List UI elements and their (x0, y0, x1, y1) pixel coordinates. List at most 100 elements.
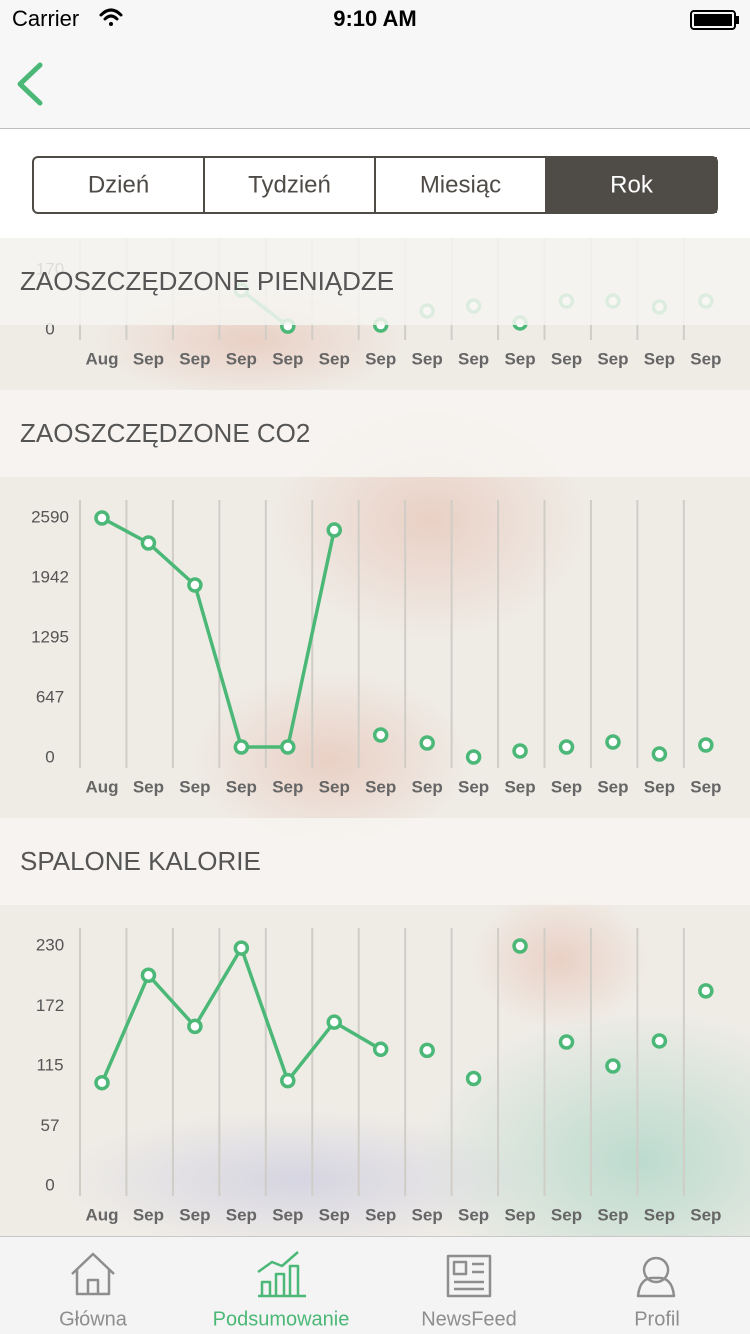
y-tick-label: 0 (45, 319, 54, 338)
x-tick-label: Sep (504, 349, 535, 368)
section-title: ZAOSZCZĘDZONE PIENIĄDZE (20, 266, 394, 296)
x-tick-label: Sep (551, 1205, 582, 1224)
data-point (94, 1074, 110, 1091)
x-tick-label: Sep (644, 777, 675, 796)
data-point (140, 535, 157, 551)
segment-label[interactable]: Miesiąc (420, 171, 501, 198)
section-header (0, 238, 750, 325)
data-point (94, 510, 110, 526)
section-headers: ZAOSZCZĘDZONE PIENIĄDZE ZAOSZCZĘDZONE CO2… (0, 238, 750, 905)
segment-label[interactable]: Dzień (88, 171, 149, 198)
data-point (419, 1042, 435, 1059)
x-tick-label: Sep (226, 349, 257, 368)
x-tick-label: Sep (179, 1205, 210, 1224)
x-tick-label: Sep (179, 777, 210, 796)
x-tick-label: Sep (412, 1205, 443, 1224)
x-tick-label: Sep (179, 349, 210, 368)
data-point (465, 749, 482, 765)
battery-icon (690, 10, 739, 30)
y-tick-label: 115 (36, 1055, 63, 1074)
y-tick-label: 57 (41, 1116, 60, 1135)
tabs: Główna Podsumowanie NewsFeed Profil (59, 1251, 680, 1330)
x-tick-label: Sep (412, 777, 443, 796)
data-point (372, 727, 389, 743)
x-tick-label: Sep (597, 1205, 628, 1224)
segment-label[interactable]: Tydzień (248, 171, 331, 198)
data-point (187, 1018, 203, 1035)
data-point (698, 737, 714, 753)
tab-icon[interactable] (446, 1254, 492, 1298)
data-point (512, 743, 528, 759)
x-tick-label: Sep (365, 777, 396, 796)
data-point (140, 967, 157, 983)
data-point (558, 1034, 575, 1050)
back-button[interactable] (17, 62, 43, 106)
data-point (233, 739, 250, 755)
x-tick-label: Sep (458, 349, 489, 368)
tab-icon[interactable] (636, 1256, 676, 1298)
segment[interactable] (204, 157, 375, 213)
x-tick-label: Sep (133, 1205, 164, 1224)
tab-label[interactable]: Profil (634, 1308, 680, 1330)
y-tick-label: 2590 (31, 507, 69, 526)
section-title: ZAOSZCZĘDZONE CO2 (20, 418, 310, 448)
data-point (326, 522, 342, 538)
chart: Aug Sep Sep Sep Sep Sep Sep Sep Sep Sep Sep Sep Sep S… (36, 928, 721, 1224)
x-tick-label: Sep (272, 1205, 303, 1224)
clock: 9:10 AM (333, 6, 417, 31)
segment-label[interactable]: Rok (610, 171, 654, 198)
tab-icon[interactable] (257, 1251, 306, 1298)
wifi-icon (99, 8, 123, 26)
blur-photo (60, 280, 750, 1236)
data-point (419, 735, 435, 751)
nav-bar (0, 0, 750, 128)
y-tick-label: 1942 (31, 568, 69, 587)
data-point (605, 1058, 621, 1074)
x-tick-label: Sep (226, 777, 257, 796)
segment[interactable] (546, 157, 717, 213)
data-point (187, 577, 203, 593)
x-tick-label: Aug (85, 349, 118, 368)
y-tick-label: 230 (36, 935, 64, 954)
section-title: SPALONE KALORIE (20, 846, 261, 876)
y-tick-label: 172 (36, 996, 64, 1015)
x-tick-label: Sep (690, 349, 721, 368)
segment-border (32, 156, 718, 214)
x-tick-label: Sep (597, 349, 628, 368)
x-tick-label: Sep (644, 349, 675, 368)
x-tick-label: Sep (272, 349, 303, 368)
data-point (280, 1072, 296, 1089)
carrier: Carrier (12, 6, 79, 31)
x-tick-label: Sep (365, 349, 396, 368)
x-tick-label: Sep (458, 777, 489, 796)
data-point (512, 938, 528, 954)
x-tick-label: Aug (85, 777, 118, 796)
tab-label[interactable]: Podsumowanie (213, 1308, 350, 1330)
x-tick-label: Sep (504, 777, 535, 796)
data-point (651, 1033, 668, 1049)
x-tick-label: Sep (365, 1205, 396, 1224)
data-point (605, 734, 621, 750)
data-point (280, 739, 296, 755)
segment[interactable] (375, 157, 546, 213)
tab-label[interactable]: NewsFeed (421, 1308, 517, 1330)
tab-label[interactable]: Główna (59, 1308, 128, 1330)
x-tick-label: Sep (551, 777, 582, 796)
y-tick-label: 0 (45, 747, 54, 766)
x-tick-label: Sep (597, 777, 628, 796)
series-line (101, 516, 336, 749)
x-tick-label: Sep (319, 349, 350, 368)
y-tick-label: 0 (45, 1175, 54, 1194)
x-tick-label: Sep (133, 349, 164, 368)
x-tick-label: Sep (226, 1205, 257, 1224)
y-tick-label: 647 (36, 688, 64, 707)
segment[interactable] (33, 157, 204, 213)
x-tick-label: Sep (458, 1205, 489, 1224)
x-tick-label: Sep (690, 777, 721, 796)
x-tick-label: Sep (644, 1205, 675, 1224)
section-header (0, 390, 750, 477)
x-tick-label: Sep (551, 349, 582, 368)
tab-icon[interactable] (71, 1252, 115, 1296)
data-point (651, 746, 668, 762)
